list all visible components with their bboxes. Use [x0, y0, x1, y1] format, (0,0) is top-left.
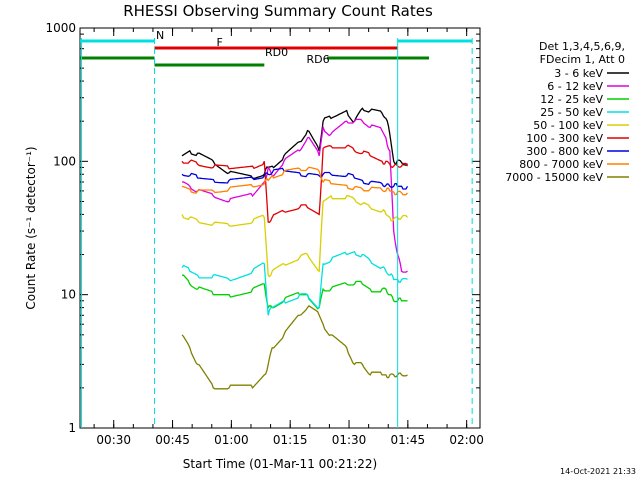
legend-label: 800 - 7000 keV [519, 158, 603, 171]
series-line [181, 107, 408, 180]
y-tick-label: 10 [61, 288, 76, 302]
series-line [181, 250, 408, 316]
state-label: N [156, 29, 164, 42]
y-axis-label: Count Rate (s⁻¹ detector⁻¹) [24, 146, 38, 309]
state-label: RD0 [265, 46, 288, 59]
y-tick-label: 1000 [45, 21, 76, 35]
state-label: RD6 [307, 53, 330, 66]
series-line [182, 274, 408, 310]
series-line [181, 118, 408, 273]
footer-date: 14-Oct-2021 21:33 [560, 467, 636, 476]
x-tick-label: 00:45 [155, 433, 190, 447]
legend-label: 6 - 12 keV [547, 80, 603, 93]
legend-label: 12 - 25 keV [540, 93, 603, 106]
series-group [181, 107, 409, 390]
x-tick-label: 02:00 [449, 433, 484, 447]
x-axis-label: Start Time (01-Mar-11 00:21:22) [183, 457, 377, 471]
y-axis: 1 10 100 1000 [45, 21, 480, 435]
legend-label: 50 - 100 keV [533, 119, 603, 132]
x-tick-label: 01:15 [273, 433, 308, 447]
chart-title: RHESSI Observing Summary Count Rates [123, 2, 433, 20]
plot-frame [79, 27, 481, 429]
y-tick-label: 1 [68, 421, 76, 435]
x-tick-label: 00:30 [96, 433, 131, 447]
series-line [181, 195, 408, 278]
state-label: F [217, 36, 223, 49]
series-line [181, 167, 409, 190]
x-tick-label: 01:45 [391, 433, 426, 447]
series-line [181, 305, 408, 390]
legend-label: 100 - 300 keV [526, 132, 603, 145]
legend-label: 7000 - 15000 keV [505, 171, 603, 184]
annotation-group: N F RD0 RD6 [80, 29, 473, 428]
legend: Det 1,3,4,5,6,9, FDecim 1, Att 0 3 - 6 k… [505, 40, 629, 184]
legend-header-line-2: FDecim 1, Att 0 [540, 53, 625, 66]
legend-label: 3 - 6 keV [554, 67, 603, 80]
legend-label: 300 - 800 keV [526, 145, 603, 158]
series-line [181, 144, 409, 223]
legend-header-line-1: Det 1,3,4,5,6,9, [539, 40, 625, 53]
x-axis: 00:30 00:45 01:00 01:15 01:30 01:45 02:00 [93, 28, 484, 447]
x-tick-label: 01:00 [214, 433, 249, 447]
y-tick-label: 100 [53, 154, 76, 168]
x-tick-label: 01:30 [332, 433, 367, 447]
legend-label: 25 - 50 keV [540, 106, 603, 119]
series-line [181, 166, 408, 196]
